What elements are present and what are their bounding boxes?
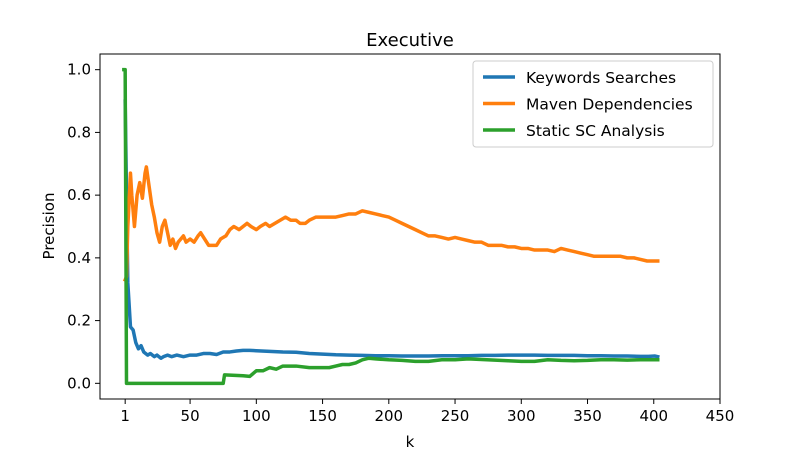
legend-box [472, 60, 714, 148]
x-axis-label: k [406, 433, 415, 450]
legend-label-1: Maven Dependencies [526, 96, 693, 114]
x-tick-label: 100 [242, 407, 271, 425]
legend-items: Keywords Searches Maven Dependencies Stati… [483, 69, 693, 140]
chart-title: Executive [366, 30, 454, 51]
x-tick-label: 250 [441, 407, 470, 425]
y-tick-label: 0.0 [67, 374, 91, 392]
x-axis-ticks: 1 50 100 150 200 250 300 350 400 450 [120, 399, 734, 425]
y-tick-label: 0.8 [67, 123, 91, 141]
legend-label-0: Keywords Searches [526, 69, 676, 87]
x-tick-label: 200 [374, 407, 403, 425]
y-tick-label: 1.0 [67, 61, 91, 79]
legend: Keywords Searches Maven Dependencies Stati… [472, 60, 714, 148]
plot-area [99, 53, 721, 400]
legend-label-2: Static SC Analysis [526, 122, 665, 140]
x-tick-label: 150 [308, 407, 337, 425]
y-tick-label: 0.6 [67, 186, 91, 204]
series-line-2 [122, 67, 660, 386]
x-tick-label: 350 [573, 407, 602, 425]
x-tick-label: 400 [639, 407, 668, 425]
series-line-1 [122, 165, 660, 283]
y-tick-label: 0.2 [67, 312, 91, 330]
series-layer [122, 67, 660, 386]
x-tick-label: 50 [181, 407, 200, 425]
y-axis-label: Precision [40, 193, 58, 260]
x-tick-label: 450 [706, 407, 735, 425]
y-axis-ticks: 0.0 0.2 0.4 0.6 0.8 1.0 [67, 61, 100, 392]
y-tick-label: 0.4 [67, 249, 91, 267]
plot-frame [99, 53, 721, 400]
x-tick-label: 1 [120, 407, 130, 425]
x-tick-label: 300 [507, 407, 536, 425]
series-line-0 [123, 99, 660, 360]
